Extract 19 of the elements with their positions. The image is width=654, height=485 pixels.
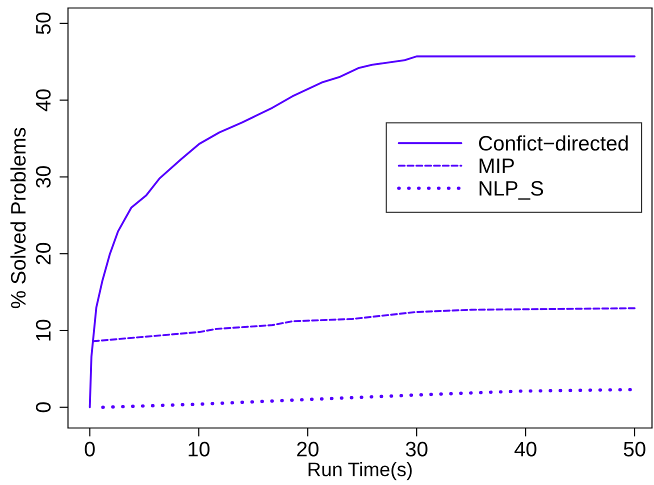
legend-label: NLP_S	[480, 180, 544, 200]
y-tick-label: 30	[36, 166, 51, 188]
x-tick-label: 40	[514, 442, 536, 456]
line-series	[88, 55, 636, 408]
legend-label: MIP	[480, 158, 514, 173]
x-tick-label: 0	[84, 442, 95, 456]
y-tick-label: 0	[36, 402, 51, 412]
x-tick-label: 30	[406, 442, 428, 456]
y-tick-label: 20	[36, 242, 51, 264]
x-tick-label: 10	[188, 442, 210, 456]
y-tick-label: 10	[36, 320, 51, 340]
x-tick-label: 20	[297, 442, 318, 456]
x-tick-label: 50	[624, 442, 646, 456]
y-tick-label: 50	[36, 12, 51, 34]
y-tick-label: 40	[36, 89, 51, 112]
legend-label: Confict−directed	[479, 135, 628, 151]
x-axis-title: Run Time(s)	[308, 462, 412, 480]
y-axis-title: % Solved Problems	[10, 128, 26, 308]
line-series	[101, 388, 632, 409]
